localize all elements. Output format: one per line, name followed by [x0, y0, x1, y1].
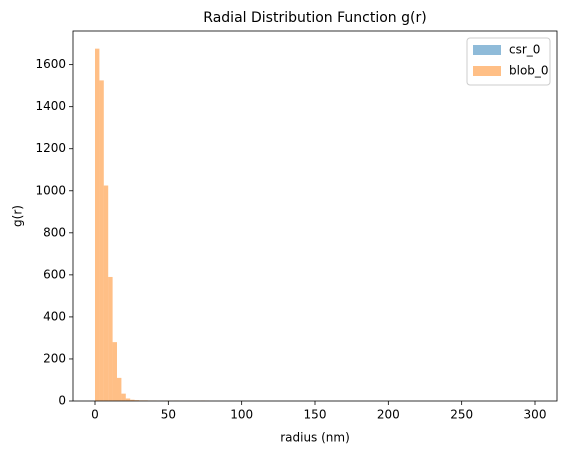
- y-tick-label: 600: [43, 267, 66, 281]
- bar: [121, 393, 126, 401]
- x-tick-label: 100: [230, 408, 253, 422]
- x-tick-label: 150: [304, 408, 327, 422]
- bar: [130, 399, 135, 401]
- legend-swatch: [473, 45, 501, 55]
- legend-label: csr_0: [509, 43, 540, 57]
- chart-title: Radial Distribution Function g(r): [203, 10, 426, 26]
- legend-label: blob_0: [509, 64, 549, 78]
- y-tick-label: 200: [43, 351, 66, 365]
- bar: [95, 48, 100, 402]
- x-tick-label: 250: [450, 408, 473, 422]
- bar: [112, 342, 117, 401]
- y-axis-label: g(r): [11, 205, 25, 227]
- bar: [108, 276, 113, 401]
- bar: [117, 377, 122, 401]
- bar: [99, 80, 104, 401]
- bar: [103, 185, 109, 401]
- y-tick-label: 400: [43, 309, 66, 323]
- bar: [125, 398, 131, 401]
- y-tick-label: 1200: [35, 141, 66, 155]
- x-axis-label: radius (nm): [280, 431, 350, 445]
- y-tick-label: 0: [58, 394, 66, 408]
- x-tick-label: 200: [377, 408, 400, 422]
- y-tick-label: 800: [43, 225, 66, 239]
- x-tick-label: 50: [161, 408, 176, 422]
- y-tick-label: 1000: [35, 183, 66, 197]
- x-tick-label: 0: [91, 408, 99, 422]
- y-tick-label: 1400: [35, 99, 66, 113]
- y-tick-label: 1600: [35, 57, 66, 71]
- plot-frame: [72, 30, 558, 402]
- bar: [134, 400, 139, 401]
- x-tick-label: 300: [524, 408, 547, 422]
- legend-swatch: [473, 66, 501, 76]
